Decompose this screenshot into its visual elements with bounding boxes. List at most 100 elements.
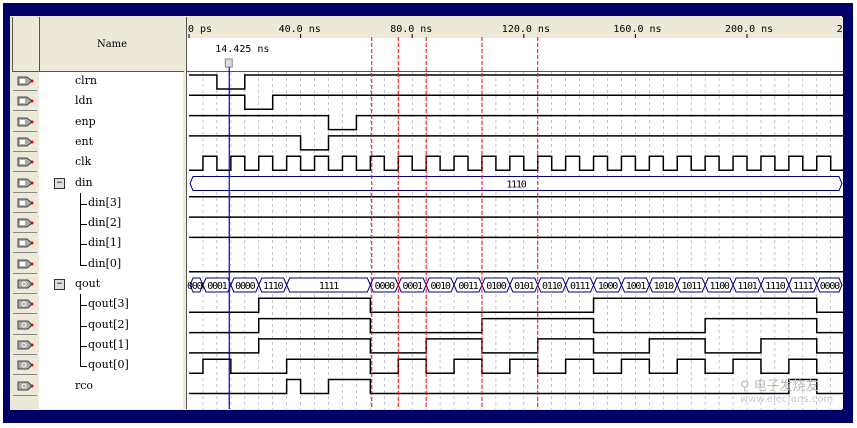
time-tick-label: 0 ps [188,24,212,35]
bus-value: 1000 [598,281,618,292]
bus-segment: 1111 [788,277,818,293]
time-tick-label: 200.0 ns [725,24,773,35]
waveform-clrn [189,74,850,90]
signal-name-rco[interactable]: rco [75,378,94,392]
bus-segment-outline [816,277,843,293]
tree-connector [80,203,87,214]
tree-connector [80,355,87,368]
time-tick-label: 120.0 ns [502,24,550,35]
input-pin-icon[interactable] [13,72,37,91]
bus-value: 0000 [187,281,207,292]
input-pin-icon[interactable] [13,254,37,274]
bus-segment: 1100 [704,277,734,293]
waveform-qout[2] [189,317,850,334]
bus-segment: 1001 [620,277,650,293]
bus-segment: 1010 [648,277,678,293]
tree-connector [80,244,87,255]
bus-segment: 0000 [230,277,260,293]
bus-value: 1101 [737,281,757,292]
bus-value: 1110 [263,281,283,292]
tree-connector [80,213,87,226]
output-pin-icon[interactable] [13,335,37,355]
tree-connector [80,192,87,205]
waveform-qout[1] [189,338,850,354]
signal-name-ent[interactable]: ent [75,134,94,148]
input-pin-icon[interactable] [13,214,37,234]
signal-name-qout2[interactable]: qout[2] [88,317,129,331]
output-pin-icon[interactable] [13,315,37,335]
bus-value: 0010 [430,281,450,292]
waveform-qout[0] [189,358,850,374]
collapse-toggle-icon[interactable]: − [54,177,65,189]
signal-name-qout0[interactable]: qout[0] [88,358,129,372]
signal-name-din[interactable]: din [75,175,93,189]
bus-segment: 0111 [565,277,595,293]
signal-name-ldn[interactable]: ldn [75,94,93,108]
bus-value: 1010 [654,281,674,292]
signal-name-qout[interactable]: qout [75,277,101,290]
waveform-qout[3] [189,297,850,314]
bus-segment: 0001 [397,277,427,293]
bus-segment: 1101 [732,277,762,293]
time-tick-label: 40.0 ns [279,24,321,35]
signal-name-din0[interactable]: din[0] [88,256,122,270]
bus-segment: 1011 [676,277,706,293]
collapse-toggle-icon[interactable]: − [54,279,65,290]
input-pin-icon[interactable] [13,153,37,173]
bus-segment: 0000 [816,277,843,293]
bus-segment: 0101 [509,277,539,293]
name-header-label: Name [96,38,128,50]
bus-value: 0001 [403,281,423,292]
tree-connector [80,345,87,356]
bus-segment: 0000 [369,277,399,293]
bus-segment: 0100 [481,277,511,293]
signal-name-enp[interactable]: enp [75,114,96,128]
input-pin-icon[interactable] [13,92,37,112]
output-pin-icon[interactable] [13,295,37,315]
waveform-canvas[interactable]: 0 ps 40.0 ns 80.0 ns 120.0 ns 160.0 ns 200.0 … [187,17,857,409]
output-pin-icon[interactable] [13,356,37,376]
output-pin-icon[interactable] [13,376,37,396]
tree-connector [80,325,87,336]
bus-segment-outline [189,176,843,191]
bus-segment: 0001 [202,277,232,293]
signal-name-din2[interactable]: din[2] [88,216,122,230]
tree-connector [80,224,87,235]
bus-value: 0110 [542,281,562,292]
tree-connector [80,305,87,316]
input-pin-icon[interactable] [13,112,37,132]
waveform-enp [189,114,850,131]
icon-column-header [12,17,39,72]
bus-segment: 1110 [258,277,288,293]
tree-connector [80,294,87,307]
waveform-ent [189,135,850,151]
signal-name-clk[interactable]: clk [75,155,92,169]
time-tick-label: 80.0 ns [390,24,432,35]
signal-name-pane [39,17,183,409]
bus-value: 0111 [570,281,590,292]
tree-connector [80,253,87,266]
signal-name-qout1[interactable]: qout[1] [88,337,129,351]
input-pin-icon[interactable] [13,132,37,152]
signal-name-qout3[interactable]: qout[3] [88,297,129,311]
bus-value: 0100 [486,281,506,292]
signal-name-clrn[interactable]: clrn [75,74,98,87]
input-pin-icon[interactable] [13,234,37,254]
time-tick-label: 160.0 ns [613,24,661,35]
time-ruler [187,17,843,38]
bus-value: 0000 [820,281,840,292]
bus-value: 1111 [319,281,339,292]
bus-value: 0000 [375,281,395,292]
signal-name-din3[interactable]: din[3] [88,195,122,209]
cursor-handle[interactable] [224,58,233,68]
signal-name-din1[interactable]: din[1] [88,236,122,250]
input-bus-icon[interactable] [13,173,37,193]
output-bus-icon[interactable] [13,275,37,294]
waveform-clk [189,155,857,171]
bus-value: 0000 [235,281,255,292]
name-column-header[interactable]: Name [39,17,184,72]
bus-value: 0011 [458,281,478,292]
bus-value: 1001 [626,281,646,292]
waveform-pane[interactable]: 0 ps 40.0 ns 80.0 ns 120.0 ns 160.0 ns 200.0 … [186,17,857,409]
input-pin-icon[interactable] [13,193,37,213]
